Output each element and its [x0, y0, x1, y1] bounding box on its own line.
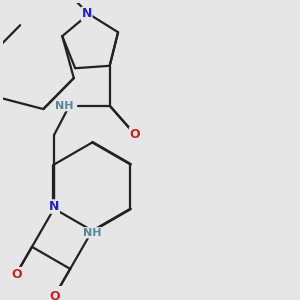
Text: O: O: [49, 290, 60, 300]
Text: O: O: [11, 268, 22, 281]
Text: NH: NH: [83, 228, 101, 238]
Text: O: O: [130, 128, 140, 141]
Text: NH: NH: [55, 101, 74, 111]
Text: N: N: [49, 200, 59, 213]
Text: N: N: [82, 8, 92, 20]
